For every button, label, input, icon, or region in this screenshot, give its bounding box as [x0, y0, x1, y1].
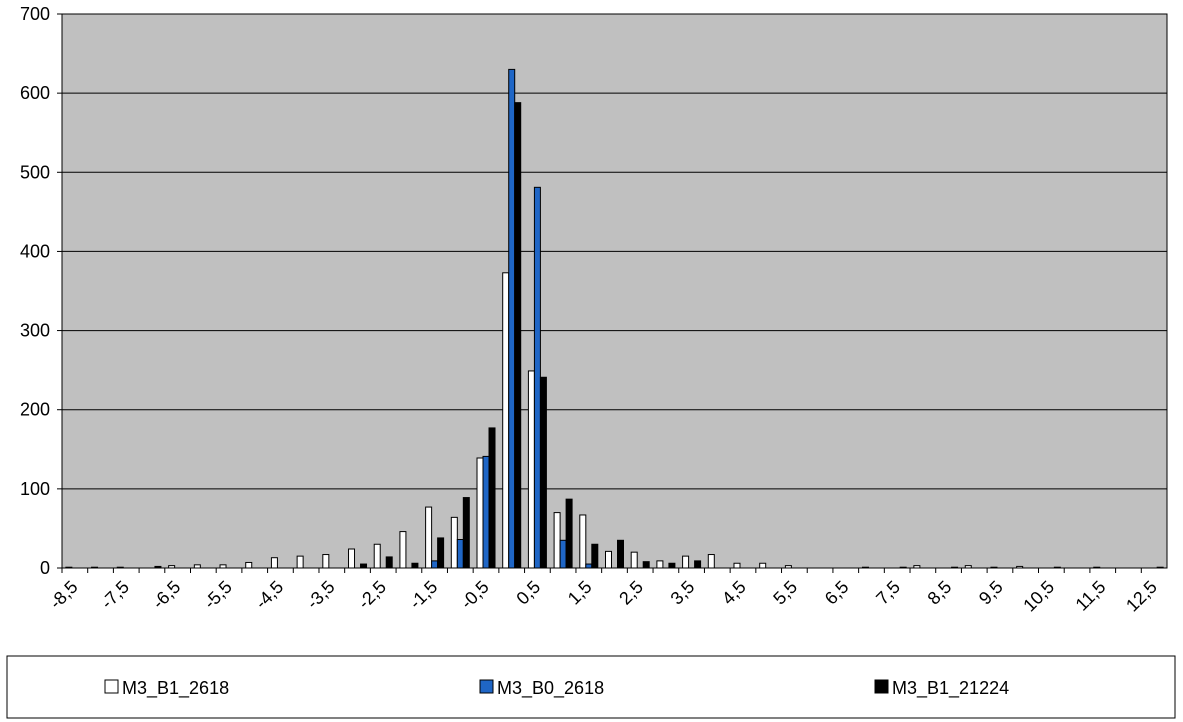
- bar: [585, 563, 593, 569]
- bar: [425, 506, 433, 569]
- x-tick-label: 0,5: [512, 577, 544, 609]
- y-tick-label: 0: [40, 558, 50, 578]
- bar: [591, 543, 599, 569]
- bar: [411, 562, 419, 569]
- bar: [476, 457, 484, 569]
- x-tick-label: 7,5: [872, 577, 904, 609]
- bar: [296, 555, 304, 569]
- bar: [482, 455, 490, 569]
- legend-swatch: [479, 679, 494, 694]
- x-tick-label: -4,5: [251, 577, 287, 613]
- bar: [437, 537, 445, 569]
- legend-box: [6, 655, 1176, 719]
- bar: [759, 562, 767, 569]
- bar: [514, 102, 522, 569]
- plot-area: [61, 13, 1168, 569]
- bar: [707, 554, 715, 569]
- bar: [450, 516, 458, 569]
- x-tick-label: 11,5: [1072, 577, 1110, 615]
- y-tick-label: 500: [20, 162, 50, 182]
- legend-label: M3_B0_2618: [497, 678, 604, 699]
- x-tick-label: -0,5: [457, 577, 493, 613]
- bar: [322, 554, 330, 569]
- y-tick-label: 200: [20, 400, 50, 420]
- x-tick-label: 12,5: [1122, 577, 1161, 616]
- bar: [385, 556, 393, 569]
- x-tick-label: 5,5: [769, 577, 801, 609]
- bar: [270, 557, 278, 569]
- x-tick-label: 4,5: [718, 577, 750, 609]
- x-tick-label: -5,5: [200, 577, 236, 613]
- x-tick-label: -6,5: [148, 577, 184, 613]
- bar: [630, 551, 638, 569]
- bar: [527, 370, 535, 569]
- bar: [462, 497, 470, 569]
- y-tick-label: 700: [20, 4, 50, 24]
- x-tick-label: 8,5: [924, 577, 956, 609]
- bar: [539, 376, 547, 569]
- x-tick-label: 1,5: [564, 577, 596, 609]
- bar: [579, 514, 587, 569]
- bar: [682, 555, 690, 569]
- bar: [399, 531, 407, 569]
- bar: [565, 498, 573, 569]
- x-tick-label: 9,5: [975, 577, 1007, 609]
- bar: [431, 560, 439, 569]
- bar: [656, 560, 664, 569]
- bar: [488, 427, 496, 569]
- bar: [733, 562, 741, 569]
- bar: [694, 560, 702, 569]
- bar: [456, 539, 464, 569]
- y-tick-label: 300: [20, 321, 50, 341]
- bar: [617, 539, 624, 569]
- x-tick-label: -1,5: [405, 577, 441, 613]
- legend-swatch: [104, 679, 119, 694]
- x-tick-label: 3,5: [667, 577, 699, 609]
- bar: [348, 548, 356, 569]
- y-tick-label: 400: [20, 241, 50, 261]
- bar: [373, 543, 381, 569]
- bar: [553, 512, 561, 569]
- bar: [642, 561, 650, 569]
- bar: [605, 550, 612, 569]
- legend-label: M3_B1_21224: [892, 678, 1009, 699]
- y-tick-label: 600: [20, 83, 50, 103]
- x-tick-label: 2,5: [615, 577, 647, 609]
- x-tick-label: -7,5: [97, 577, 133, 613]
- x-tick-label: -2,5: [354, 577, 390, 613]
- x-tick-label: -8,5: [46, 577, 82, 613]
- bar: [508, 68, 516, 569]
- x-tick-label: 10,5: [1019, 577, 1058, 616]
- bar: [245, 561, 253, 569]
- bar: [559, 539, 567, 569]
- y-tick-label: 100: [20, 479, 50, 499]
- legend-swatch: [874, 679, 889, 694]
- bar: [668, 562, 676, 569]
- bar: [502, 272, 510, 569]
- legend-label: M3_B1_2618: [122, 678, 229, 699]
- x-tick-label: 6,5: [821, 577, 853, 609]
- x-tick-label: -3,5: [303, 577, 339, 613]
- bar: [533, 186, 541, 569]
- bar: [360, 563, 368, 569]
